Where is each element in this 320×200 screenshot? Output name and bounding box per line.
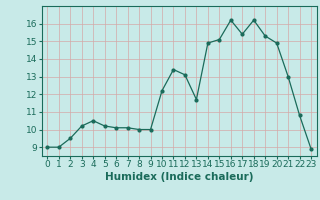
X-axis label: Humidex (Indice chaleur): Humidex (Indice chaleur)	[105, 172, 253, 182]
